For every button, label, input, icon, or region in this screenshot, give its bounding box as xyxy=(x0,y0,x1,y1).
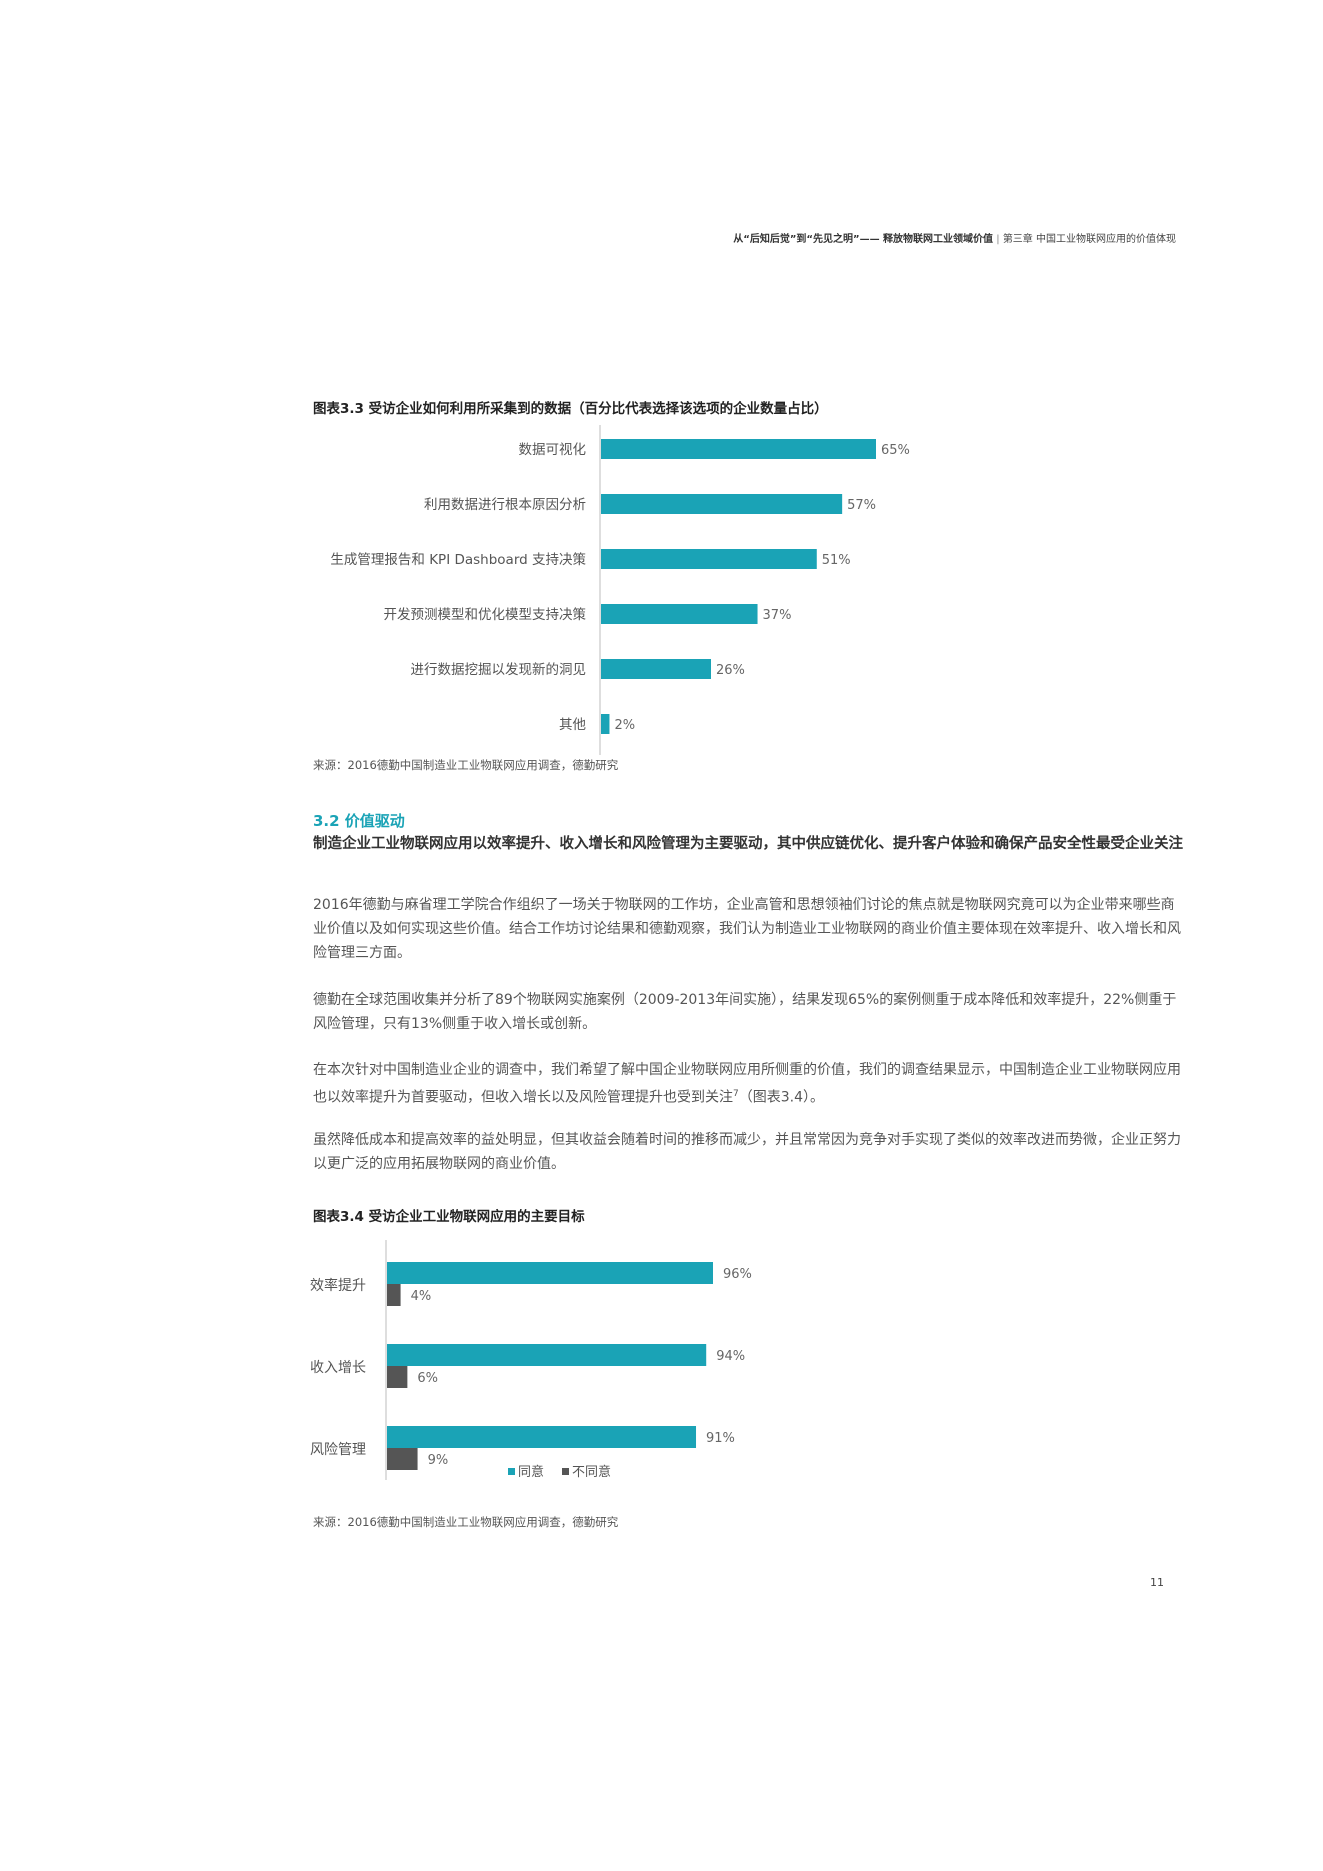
section-heading: 3.2 价值驱动 xyxy=(313,812,405,830)
figure-3-3-source: 来源：2016德勤中国制造业工业物联网应用调查，德勤研究 xyxy=(313,758,619,772)
paragraph-1: 2016年德勤与麻省理工学院合作组织了一场关于物联网的工作坊，企业高管和思想领袖… xyxy=(313,897,1181,961)
chart1-value-label: 57% xyxy=(847,498,876,513)
header-separator: | xyxy=(996,234,1003,245)
chart1-value-label: 51% xyxy=(822,553,851,568)
chart2-category-label: 风险管理 xyxy=(310,1442,366,1458)
chart2-bar-agree xyxy=(387,1426,697,1448)
chart1-value-label: 37% xyxy=(763,608,792,623)
chart2-value-label-disagree: 6% xyxy=(417,1371,438,1386)
chart2-value-label-disagree: 4% xyxy=(411,1289,432,1304)
chart2-value-label-agree: 94% xyxy=(716,1349,745,1364)
legend-label-disagree: 不同意 xyxy=(572,1464,611,1480)
page-number: 11 xyxy=(1150,1576,1164,1589)
header-title: 从“后知后觉”到“先见之明”—— 释放物联网工业领域价值 xyxy=(733,234,994,245)
chart2-bar-disagree xyxy=(387,1366,408,1388)
chart2-bar-disagree xyxy=(387,1284,401,1306)
chart1-bar xyxy=(601,549,817,569)
paragraph-4: 虽然降低成本和提高效率的益处明显，但其收益会随着时间的推移而减少，并且常常因为竞… xyxy=(313,1132,1181,1172)
chart1-value-label: 2% xyxy=(614,718,635,733)
figure-3-4-title: 图表3.4 受访企业工业物联网应用的主要目标 xyxy=(313,1209,585,1225)
chart1-bar xyxy=(601,659,711,679)
chart2-category-label: 收入增长 xyxy=(310,1360,366,1376)
section-subtitle: 制造企业工业物联网应用以效率提升、收入增长和风险管理为主要驱动，其中供应链优化、… xyxy=(313,836,1183,852)
chart2-bar-disagree xyxy=(387,1448,418,1470)
legend-swatch-disagree xyxy=(562,1468,569,1475)
paragraph-3-text: 在本次针对中国制造业企业的调查中，我们希望了解中国企业物联网应用所侧重的价值，我… xyxy=(313,1062,1181,1106)
legend-swatch-agree xyxy=(508,1468,515,1475)
running-header: 从“后知后觉”到“先见之明”—— 释放物联网工业领域价值 | 第三章 中国工业物… xyxy=(500,230,1176,245)
figure-3-3-title: 图表3.3 受访企业如何利用所采集到的数据（百分比代表选择该选项的企业数量占比） xyxy=(313,401,828,417)
chart1-category-label: 其他 xyxy=(559,717,586,733)
paragraph-3: 在本次针对中国制造业企业的调查中，我们希望了解中国企业物联网应用所侧重的价值，我… xyxy=(313,1058,1183,1110)
chart1-value-label: 65% xyxy=(881,443,910,458)
legend-label-agree: 同意 xyxy=(518,1464,544,1480)
chart2-value-label-agree: 91% xyxy=(706,1431,735,1446)
figure-3-4-bar-chart: 效率提升 96% 4% 收入增长 94% 6% 风险管理 91% 9% 同意 不同意 xyxy=(310,1240,752,1480)
chart1-bar xyxy=(601,439,876,459)
chart1-category-label: 开发预测模型和优化模型支持决策 xyxy=(384,606,587,623)
chart2-bar-agree xyxy=(387,1344,707,1366)
chart1-category-label: 利用数据进行根本原因分析 xyxy=(424,497,586,513)
chart2-value-label-agree: 96% xyxy=(723,1267,752,1282)
paragraph-2: 德勤在全球范围收集并分析了89个物联网实施案例（2009-2013年间实施），结… xyxy=(313,992,1177,1032)
chart1-category-label: 数据可视化 xyxy=(519,442,587,458)
chart2-value-label-disagree: 9% xyxy=(428,1453,449,1468)
figure-3-3-bar-chart: 数据可视化 65% 利用数据进行根本原因分析 57% 生成管理报告和 KPI Dashb… xyxy=(330,425,910,755)
header-chapter: 第三章 中国工业物联网应用的价值体现 xyxy=(1002,234,1176,245)
chart1-bar xyxy=(601,714,610,734)
chart2-category-label: 效率提升 xyxy=(310,1277,366,1294)
chart1-bar xyxy=(601,494,843,514)
chart1-category-label: 生成管理报告和 KPI Dashboard 支持决策 xyxy=(330,551,586,568)
paragraph-3-tail: （图表3.4）。 xyxy=(738,1089,824,1106)
chart1-value-label: 26% xyxy=(716,663,745,678)
chart2-bar-agree xyxy=(387,1262,713,1284)
footnote-ref: 7 xyxy=(733,1089,739,1099)
figure-3-4-source: 来源：2016德勤中国制造业工业物联网应用调查，德勤研究 xyxy=(313,1515,619,1529)
chart1-category-label: 进行数据挖掘以发现新的洞见 xyxy=(411,662,587,678)
chart1-bar xyxy=(601,604,758,624)
